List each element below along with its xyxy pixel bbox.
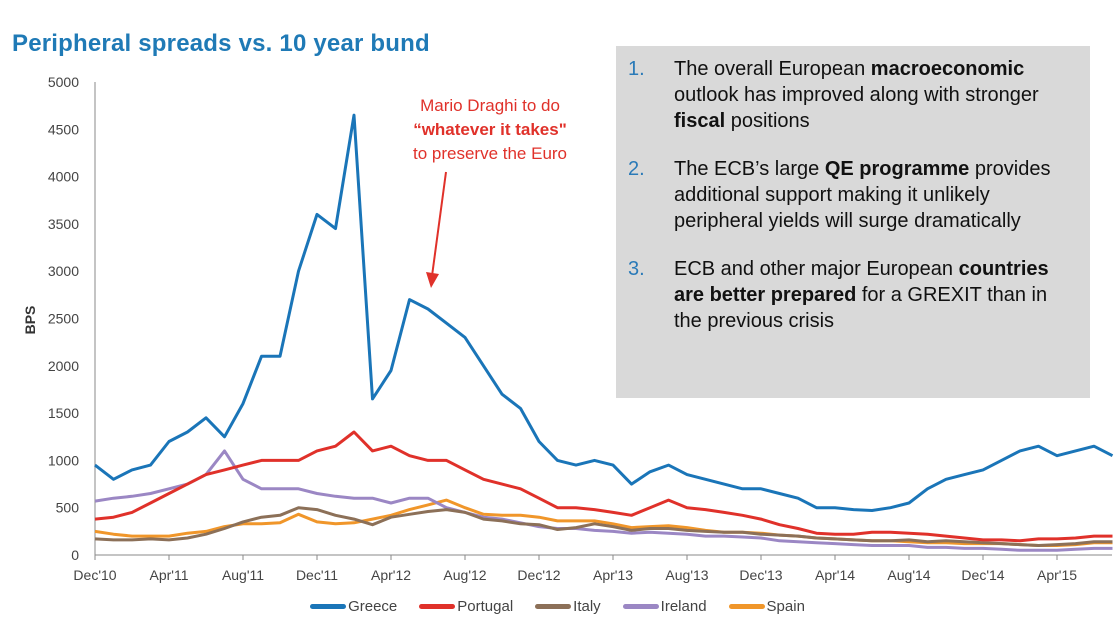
legend-label: Greece: [348, 598, 398, 615]
series-line-ireland: [94, 449, 1113, 552]
legend-swatch: [728, 604, 765, 609]
x-tick-label: Aug'11: [222, 567, 264, 583]
legend-label: Spain: [766, 598, 805, 615]
series-line-greece: [94, 113, 1114, 512]
legend-item-greece: Greece: [310, 598, 397, 615]
legend-label: Portugal: [457, 598, 514, 615]
x-tick-label: Aug'14: [887, 567, 930, 583]
y-tick-label: 3500: [48, 216, 79, 232]
y-axis-label: BPS: [22, 306, 38, 335]
legend-item-italy: Italy: [535, 598, 601, 615]
x-tick-label: Dec'14: [961, 567, 1004, 583]
legend-item-spain: Spain: [728, 598, 805, 615]
y-tick-label: 5000: [48, 74, 79, 90]
key-point: 1. The overall European macroeconomic out…: [628, 56, 1070, 134]
series-line-italy: [94, 506, 1113, 547]
key-point: 3. ECB and other major European countries…: [628, 256, 1070, 334]
annotation-arrow: [431, 171, 447, 277]
x-tick-label: Aug'12: [443, 567, 486, 583]
y-tick-label: 1500: [48, 405, 79, 421]
x-tick-label: Apr'13: [593, 567, 633, 583]
series-line-spain: [94, 498, 1113, 547]
annotation-line-1: Mario Draghi to do: [420, 96, 560, 115]
x-tick-label: Apr'15: [1037, 567, 1077, 583]
legend-label: Italy: [573, 598, 601, 615]
x-tick-label: Dec'13: [739, 567, 782, 583]
key-point-number: 3.: [628, 258, 645, 280]
legend-label: Ireland: [660, 598, 707, 615]
x-tick-label: Dec'12: [517, 567, 560, 583]
y-tick-label: 4500: [48, 121, 79, 137]
key-point-text: ECB and other major European countries a…: [674, 258, 1049, 332]
legend-item-portugal: Portugal: [419, 598, 513, 615]
y-tick-label: 4000: [48, 169, 79, 185]
annotation-line-2: “whatever it takes": [413, 120, 567, 139]
y-tick-label: 2500: [48, 311, 79, 327]
legend: Greece Portugal Italy Ireland Spain: [0, 598, 1115, 615]
x-tick-label: Dec'10: [73, 567, 116, 583]
key-point-number: 1.: [628, 58, 645, 80]
draghi-annotation: Mario Draghi to do “whatever it takes" t…: [380, 94, 600, 166]
y-tick-label: 2000: [48, 358, 79, 374]
legend-swatch: [310, 604, 347, 609]
x-tick-label: Apr'12: [371, 567, 411, 583]
x-tick-label: Dec'11: [296, 567, 338, 583]
y-tick-label: 500: [56, 500, 80, 516]
annotation-line-3: to preserve the Euro: [412, 144, 568, 163]
arrow-head-icon: [426, 272, 439, 288]
key-point-number: 2.: [628, 158, 645, 180]
x-tick-label: Aug'13: [665, 567, 708, 583]
legend-item-ireland: Ireland: [622, 598, 707, 615]
y-tick-label: 0: [71, 547, 79, 563]
legend-swatch: [535, 604, 572, 609]
x-tick-label: Apr'11: [150, 567, 189, 583]
series-line-portugal: [94, 430, 1113, 543]
key-point-text: The overall European macroeconomic outlo…: [674, 58, 1039, 132]
y-tick-label: 3000: [48, 263, 79, 279]
key-point-text: The ECB’s large QE programme provides ad…: [674, 158, 1051, 232]
legend-swatch: [419, 604, 456, 609]
y-tick-label: 1000: [48, 452, 79, 468]
key-point: 2. The ECB’s large QE programme provides …: [628, 156, 1070, 234]
key-points-box: 1. The overall European macroeconomic out…: [616, 46, 1090, 398]
chart-title: Peripheral spreads vs. 10 year bund: [12, 30, 430, 57]
legend-swatch: [622, 604, 659, 609]
x-tick-label: Apr'14: [815, 567, 855, 583]
